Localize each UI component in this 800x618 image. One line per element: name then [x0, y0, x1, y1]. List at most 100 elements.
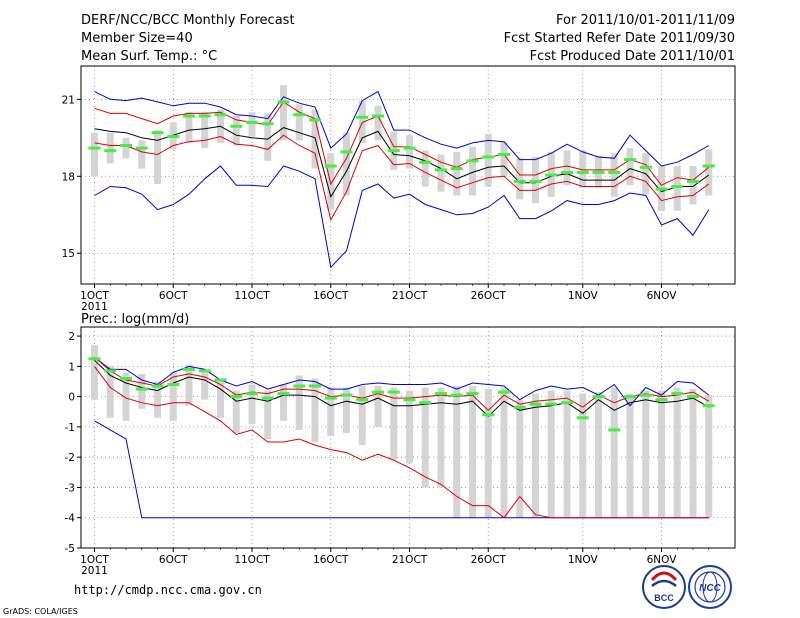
temp-median-36 — [655, 187, 668, 191]
prec-ytick-label-0: -5 — [65, 543, 75, 555]
temp-median-31 — [576, 170, 589, 174]
temp-xtick-label-6: 1NOV — [568, 290, 599, 302]
prec-median-11 — [261, 396, 274, 400]
temp-median-21 — [419, 160, 432, 164]
temp-box-7 — [201, 112, 209, 149]
temp-box-39 — [705, 149, 713, 196]
prec-box-39 — [705, 395, 713, 518]
prec-median-36 — [655, 398, 668, 402]
prec-median-18 — [372, 390, 384, 394]
temp-median-19 — [387, 149, 400, 153]
temp-min-line — [94, 165, 710, 269]
ncc-logo-text: NCC — [699, 583, 721, 594]
temp-median-4 — [151, 131, 164, 135]
prec-box-37 — [673, 387, 681, 518]
prec-box-9 — [232, 390, 240, 433]
temp-xtick-label-4: 21OCT — [392, 290, 428, 302]
prec-median-12 — [277, 392, 290, 396]
prec-ytick-label-4: -1 — [65, 422, 75, 434]
temp-median-12 — [277, 100, 290, 104]
temp-box-2 — [122, 137, 130, 159]
temp-box-4 — [154, 130, 161, 184]
prec-box-23 — [453, 386, 461, 518]
prec-box-4 — [154, 381, 161, 418]
prec-xtick-label-2: 11OCT — [234, 554, 270, 566]
prec-median-2 — [120, 376, 132, 380]
prec-box-0 — [91, 345, 98, 400]
prec-median-0 — [88, 357, 101, 361]
prec-box-1 — [106, 366, 114, 418]
temp-box-12 — [280, 85, 287, 141]
prec-ytick-label-2: -3 — [65, 482, 75, 494]
prec-box-34 — [626, 393, 634, 518]
temp-median-23 — [450, 167, 463, 171]
temp-box-6 — [185, 112, 193, 143]
bcc-logo-text: BCC — [654, 593, 674, 603]
temp-box-15 — [327, 153, 335, 210]
prec-median-28 — [529, 402, 542, 406]
temp-xtick-label-5: 26OCT — [471, 290, 507, 302]
prec-box-11 — [264, 390, 272, 440]
fcst-started-label: Fcst Started Refer Date 2011/09/30 — [504, 31, 735, 46]
temp-box-13 — [295, 104, 303, 141]
temp-median-10 — [246, 120, 258, 124]
prec-median-9 — [230, 395, 243, 399]
prec-median-33 — [608, 428, 621, 432]
prec-median-15 — [324, 396, 337, 400]
prec-median-39 — [702, 404, 715, 408]
temp-median-28 — [529, 179, 542, 183]
prec-median-35 — [639, 393, 652, 397]
prec-median-23 — [450, 393, 463, 397]
prec-median-37 — [671, 392, 684, 396]
prec-year-label: 2011 — [81, 565, 108, 577]
prec-median-29 — [545, 402, 558, 406]
prec-median-22 — [435, 392, 447, 396]
grads-credit: GrADS: COLA/IGES — [3, 607, 78, 616]
temp-box-24 — [469, 146, 476, 196]
temp-frame — [80, 65, 736, 285]
temp-box-0 — [91, 132, 98, 177]
prec-box-38 — [689, 389, 697, 518]
prec-xtick-label-5: 26OCT — [471, 554, 507, 566]
temp-box-26 — [500, 141, 508, 177]
prec-box-10 — [248, 384, 256, 424]
source-url: http://cmdp.ncc.cma.gov.cn — [74, 583, 262, 597]
prec-median-32 — [592, 395, 605, 399]
prec-median-19 — [387, 390, 400, 394]
temp-median-38 — [687, 179, 699, 183]
prec-median-6 — [183, 367, 195, 371]
temp-box-21 — [421, 150, 429, 187]
prec-median-38 — [687, 395, 699, 399]
precip-title: Prec.: log(mm/d) — [81, 312, 189, 327]
temp-median-11 — [261, 122, 274, 126]
temperature-panel: 15 18 21 1OCT 6OCT 11OCT 16OCT 21OCT 26OCT 1NOV 6N… — [62, 65, 736, 313]
temp-max-line — [94, 90, 710, 167]
prec-box-27 — [516, 399, 524, 518]
temp-median-24 — [466, 159, 479, 163]
prec-box-17 — [358, 386, 366, 446]
prec-box-18 — [374, 386, 382, 427]
prec-median-16 — [340, 393, 353, 397]
temp-box-9 — [232, 116, 240, 146]
prec-median-7 — [198, 369, 211, 373]
temp-median-16 — [340, 150, 353, 154]
temp-median-27 — [513, 179, 526, 183]
prec-ytick-label-3: -2 — [65, 452, 75, 464]
temp-median-8 — [214, 113, 227, 117]
prec-box-15 — [327, 387, 335, 436]
temp-box-33 — [610, 153, 618, 197]
prec-box-12 — [280, 384, 287, 421]
temp-year-label: 2011 — [81, 301, 108, 313]
prec-box-31 — [579, 393, 587, 518]
temp-median-15 — [324, 164, 337, 168]
temp-box-10 — [248, 112, 256, 137]
prec-box-25 — [484, 389, 492, 518]
temp-median-6 — [183, 114, 195, 118]
temp-median-39 — [702, 164, 715, 168]
temp-xtick-label-7: 6NOV — [647, 290, 678, 302]
prec-box-36 — [658, 390, 665, 518]
prec-median-30 — [561, 401, 573, 405]
prec-box-6 — [185, 364, 193, 406]
